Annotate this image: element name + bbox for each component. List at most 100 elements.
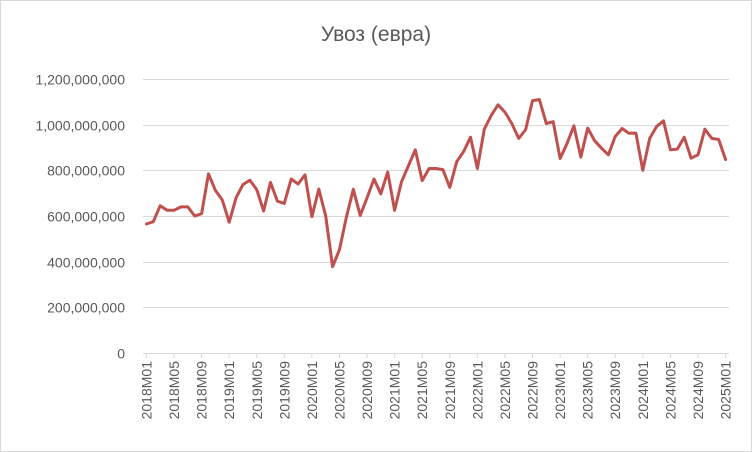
x-tick-label: 2024M01 bbox=[635, 361, 651, 420]
data-point bbox=[318, 188, 320, 190]
data-point bbox=[669, 149, 672, 151]
x-tick-label: 2021M09 bbox=[442, 361, 458, 420]
chart-title: Увоз (евра) bbox=[320, 23, 432, 46]
data-point bbox=[552, 120, 554, 123]
x-tick-label: 2019M05 bbox=[249, 361, 265, 420]
x-tick-label: 2023M05 bbox=[580, 361, 596, 420]
data-point bbox=[352, 188, 355, 191]
data-point bbox=[497, 104, 499, 106]
data-point bbox=[469, 136, 472, 138]
data-point bbox=[455, 160, 458, 163]
data-point bbox=[187, 206, 189, 208]
data-point bbox=[200, 212, 203, 215]
y-tick-label: 1,200,000,000 bbox=[35, 72, 125, 88]
x-tick-label: 2022M09 bbox=[525, 361, 541, 420]
data-point bbox=[428, 167, 430, 170]
data-point bbox=[373, 178, 375, 180]
data-point bbox=[717, 138, 720, 141]
data-point bbox=[421, 179, 424, 182]
series-line bbox=[144, 98, 728, 269]
data-point bbox=[435, 167, 437, 170]
data-point bbox=[380, 193, 382, 195]
y-tick-label: 600,000,000 bbox=[47, 209, 125, 225]
data-point bbox=[711, 137, 713, 140]
data-point bbox=[449, 186, 451, 189]
data-point bbox=[690, 157, 692, 159]
data-point bbox=[462, 150, 465, 153]
x-tick-label: 2025M01 bbox=[718, 361, 734, 420]
data-point bbox=[228, 221, 230, 223]
data-point bbox=[621, 127, 623, 130]
data-point bbox=[635, 132, 637, 134]
data-point bbox=[324, 215, 327, 217]
data-point bbox=[655, 125, 658, 128]
data-point bbox=[566, 142, 568, 145]
data-point bbox=[545, 122, 548, 125]
data-point bbox=[400, 181, 403, 183]
data-point bbox=[214, 189, 217, 192]
data-point bbox=[580, 156, 582, 158]
data-point bbox=[593, 139, 596, 142]
x-tick-label: 2021M05 bbox=[414, 361, 430, 420]
data-point bbox=[235, 196, 237, 199]
y-tick-label: 400,000,000 bbox=[47, 255, 125, 271]
x-tick-label: 2020M09 bbox=[359, 361, 375, 420]
data-point bbox=[586, 127, 589, 129]
y-tick-label: 1,000,000,000 bbox=[35, 118, 125, 134]
data-point bbox=[476, 167, 479, 170]
data-point bbox=[483, 128, 486, 130]
data-point bbox=[290, 178, 293, 180]
x-tick-label: 2024M05 bbox=[662, 361, 678, 420]
x-tick-label: 2018M01 bbox=[138, 361, 154, 420]
data-point bbox=[724, 158, 727, 161]
data-point bbox=[145, 223, 148, 225]
x-tick-label: 2021M01 bbox=[387, 361, 403, 420]
x-tick-label: 2018M09 bbox=[194, 361, 210, 420]
data-point bbox=[338, 248, 341, 251]
x-tick-label: 2022M01 bbox=[469, 361, 485, 420]
series-group bbox=[144, 98, 728, 269]
data-point bbox=[256, 188, 258, 191]
data-point bbox=[662, 120, 665, 122]
data-point bbox=[359, 214, 362, 217]
x-tick-label: 2020M05 bbox=[331, 361, 347, 420]
data-point bbox=[173, 209, 175, 212]
data-point bbox=[249, 179, 251, 181]
data-point bbox=[159, 204, 161, 207]
x-tick-label: 2022M05 bbox=[497, 361, 513, 420]
data-point bbox=[559, 157, 561, 160]
y-tick-label: 0 bbox=[117, 346, 125, 362]
data-point bbox=[242, 183, 244, 186]
data-point bbox=[538, 98, 541, 101]
y-tick-label: 200,000,000 bbox=[47, 300, 125, 316]
data-point bbox=[407, 165, 410, 167]
y-tick-label: 800,000,000 bbox=[47, 163, 125, 179]
data-point bbox=[614, 135, 616, 138]
data-point bbox=[704, 128, 706, 130]
data-point bbox=[628, 132, 630, 135]
data-point bbox=[573, 125, 575, 127]
data-point bbox=[517, 137, 520, 140]
data-point bbox=[262, 210, 265, 212]
data-point bbox=[221, 199, 224, 201]
data-point bbox=[607, 154, 610, 156]
data-point bbox=[393, 209, 396, 212]
data-point bbox=[193, 215, 196, 217]
data-point bbox=[366, 196, 368, 199]
x-tick-label: 2018M05 bbox=[166, 361, 182, 420]
x-axis-labels: 2018M01 2018M05 2018M09 2019M01 2019M05 2019M… bbox=[138, 361, 733, 420]
data-point bbox=[207, 173, 210, 175]
data-point bbox=[311, 215, 313, 218]
data-point bbox=[442, 168, 444, 171]
data-point bbox=[276, 200, 279, 202]
data-point bbox=[676, 148, 679, 150]
gridlines bbox=[143, 79, 729, 308]
data-point bbox=[283, 202, 286, 205]
y-axis-labels: 0 200,000,000 400,000,000 600,000,000 800,00… bbox=[35, 72, 125, 362]
data-point bbox=[683, 136, 685, 138]
x-tick-label: 2023M09 bbox=[607, 361, 623, 420]
x-tick-label: 2019M01 bbox=[221, 361, 237, 420]
data-point bbox=[152, 220, 155, 223]
